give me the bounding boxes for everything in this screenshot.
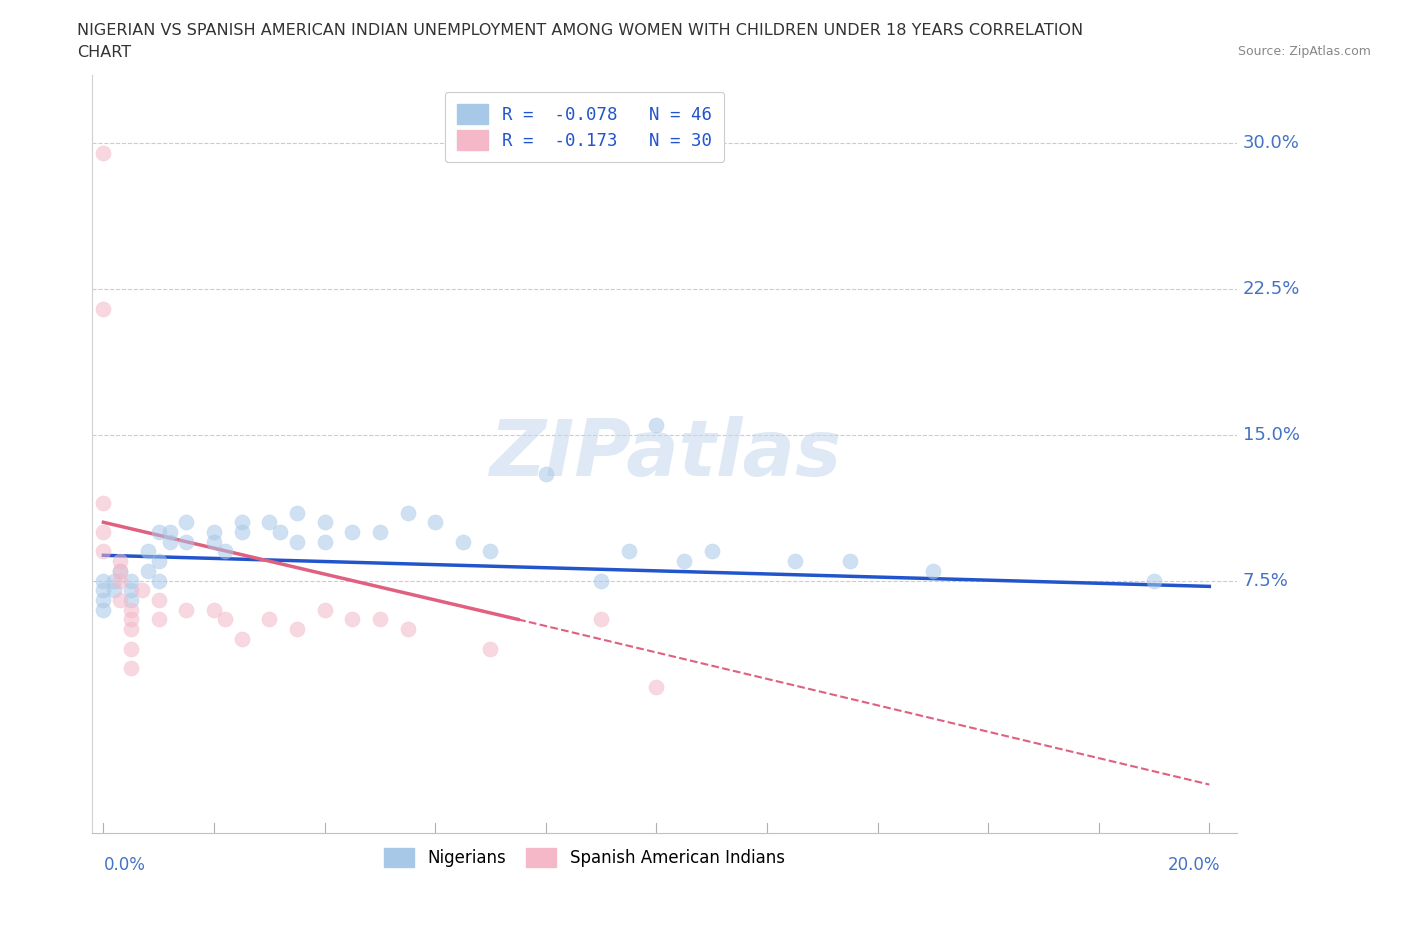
- Point: [131, 583, 153, 598]
- Point: [136, 544, 159, 559]
- Point: [231, 515, 253, 530]
- Point: [93, 583, 115, 598]
- Point: [136, 564, 159, 578]
- Point: [93, 146, 115, 161]
- Point: [396, 505, 419, 520]
- Point: [479, 641, 502, 656]
- Point: [645, 418, 668, 432]
- Text: 20.0%: 20.0%: [1168, 857, 1220, 874]
- Point: [589, 612, 612, 627]
- Point: [231, 631, 253, 646]
- Point: [148, 612, 170, 627]
- Text: 15.0%: 15.0%: [1243, 426, 1299, 444]
- Point: [285, 505, 308, 520]
- Point: [368, 525, 391, 539]
- Point: [700, 544, 723, 559]
- Point: [259, 612, 281, 627]
- Point: [214, 544, 236, 559]
- Point: [342, 612, 364, 627]
- Point: [103, 583, 125, 598]
- Point: [645, 680, 668, 695]
- Point: [108, 564, 131, 578]
- Point: [534, 466, 557, 481]
- Point: [108, 592, 131, 607]
- Point: [93, 573, 115, 588]
- Point: [314, 515, 336, 530]
- Point: [396, 621, 419, 636]
- Point: [93, 544, 115, 559]
- Text: CHART: CHART: [77, 45, 131, 60]
- Point: [285, 621, 308, 636]
- Text: Source: ZipAtlas.com: Source: ZipAtlas.com: [1237, 45, 1371, 58]
- Text: NIGERIAN VS SPANISH AMERICAN INDIAN UNEMPLOYMENT AMONG WOMEN WITH CHILDREN UNDER: NIGERIAN VS SPANISH AMERICAN INDIAN UNEM…: [77, 23, 1084, 38]
- Point: [451, 534, 474, 549]
- Point: [342, 525, 364, 539]
- Point: [108, 553, 131, 568]
- Point: [425, 515, 447, 530]
- Point: [159, 525, 181, 539]
- Point: [148, 553, 170, 568]
- Text: 30.0%: 30.0%: [1243, 135, 1299, 153]
- Point: [108, 573, 131, 588]
- Point: [617, 544, 640, 559]
- Point: [120, 603, 142, 618]
- Point: [202, 534, 225, 549]
- Point: [202, 603, 225, 618]
- Point: [120, 592, 142, 607]
- Point: [259, 515, 281, 530]
- Point: [120, 621, 142, 636]
- Text: ZIPatlas: ZIPatlas: [488, 417, 841, 492]
- Point: [93, 525, 115, 539]
- Point: [108, 564, 131, 578]
- Point: [176, 534, 198, 549]
- Point: [479, 544, 502, 559]
- Point: [93, 496, 115, 511]
- Point: [314, 603, 336, 618]
- Point: [368, 612, 391, 627]
- Point: [93, 603, 115, 618]
- Point: [783, 553, 806, 568]
- Point: [672, 553, 695, 568]
- Text: 22.5%: 22.5%: [1243, 280, 1301, 299]
- Point: [120, 641, 142, 656]
- Point: [202, 525, 225, 539]
- Point: [120, 660, 142, 675]
- Point: [93, 301, 115, 316]
- Point: [231, 525, 253, 539]
- Point: [314, 534, 336, 549]
- Point: [148, 525, 170, 539]
- Point: [148, 592, 170, 607]
- Point: [176, 603, 198, 618]
- Point: [1143, 573, 1166, 588]
- Point: [120, 612, 142, 627]
- Point: [269, 525, 291, 539]
- Point: [285, 534, 308, 549]
- Point: [214, 612, 236, 627]
- Point: [93, 592, 115, 607]
- Text: 7.5%: 7.5%: [1243, 572, 1288, 590]
- Point: [103, 573, 125, 588]
- Point: [159, 534, 181, 549]
- Point: [838, 553, 860, 568]
- Point: [120, 583, 142, 598]
- Legend: Nigerians, Spanish American Indians: Nigerians, Spanish American Indians: [378, 842, 792, 874]
- Point: [921, 564, 943, 578]
- Point: [589, 573, 612, 588]
- Point: [120, 573, 142, 588]
- Text: 0.0%: 0.0%: [104, 857, 145, 874]
- Point: [176, 515, 198, 530]
- Point: [148, 573, 170, 588]
